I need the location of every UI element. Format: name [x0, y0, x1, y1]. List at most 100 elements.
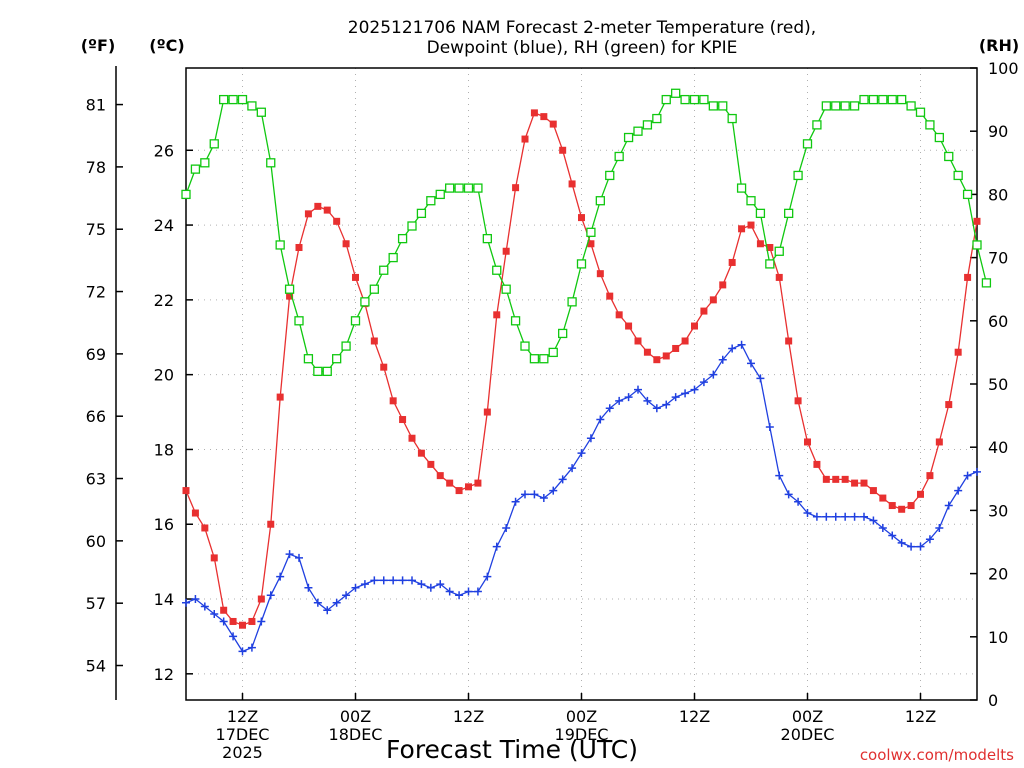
rh-point: [548, 347, 558, 358]
rh-point: [322, 366, 332, 377]
dewpoint-point: [634, 385, 642, 394]
rh-point: [228, 94, 238, 105]
dewpoint-point: [765, 423, 774, 432]
temperature-point: [672, 344, 680, 352]
rh-point: [482, 233, 492, 244]
dewpoint-point: [360, 580, 369, 589]
rh-point: [388, 252, 398, 263]
temperature-point: [239, 621, 246, 629]
fahrenheit-tick-label: 72: [86, 283, 106, 302]
temperature-point: [342, 240, 350, 248]
dewpoint-point: [681, 389, 690, 398]
temperature-point: [229, 617, 237, 625]
dewpoint-point: [483, 572, 492, 581]
temperature-point: [493, 311, 501, 319]
rh-point: [558, 328, 568, 339]
rh-point: [407, 221, 417, 231]
gridlines: [186, 68, 977, 700]
dewpoint-point: [191, 595, 200, 604]
axes: [115, 66, 978, 701]
rh-point: [859, 94, 869, 105]
series-rh: [181, 88, 992, 377]
rh-point: [708, 101, 718, 111]
temperature-point: [286, 292, 294, 300]
celsius-tick-label: 12: [154, 665, 174, 684]
temperature-point: [709, 296, 717, 304]
dewpoint-point: [831, 512, 840, 521]
dewpoint-point: [577, 449, 586, 458]
dewpoint-point: [313, 598, 322, 607]
celsius-tick-label: 20: [154, 366, 174, 385]
temperature-point: [888, 502, 896, 510]
celsius-tick-label: 18: [154, 440, 174, 459]
temperature-point: [841, 475, 849, 483]
chart-title-line2: Dewpoint (blue), RH (green) for KPIE: [427, 38, 738, 58]
rh-point: [595, 196, 605, 206]
dewpoint-point: [596, 415, 605, 424]
temperature-point: [606, 292, 614, 300]
dewpoint-point: [455, 591, 464, 600]
rh-tick-label: 0: [988, 691, 998, 710]
dewpoint-point: [445, 587, 454, 596]
credit-text: coolwx.com/modelts: [860, 746, 1014, 764]
temperature-point: [747, 221, 755, 229]
rh-point: [718, 101, 728, 111]
dewpoint-point: [794, 497, 803, 506]
dewpoint-point: [775, 471, 784, 480]
time-tick-label: 00Z: [340, 707, 371, 726]
temperature-point: [352, 273, 359, 281]
rh-point: [445, 183, 455, 193]
rh-point: [426, 196, 436, 206]
temperature-point: [436, 472, 444, 480]
rh-point: [539, 354, 549, 364]
rh-point: [944, 151, 954, 162]
fahrenheit-tick-label: 60: [86, 532, 106, 551]
temperature-point: [220, 606, 228, 614]
dewpoint-point: [276, 572, 285, 581]
temperature-point: [521, 135, 529, 143]
temperature-point: [596, 270, 604, 278]
temperature-point: [370, 337, 378, 345]
time-tick-label: 12Z: [679, 707, 710, 726]
temperature-point: [417, 449, 425, 457]
rh-point: [661, 94, 671, 105]
temperature-point: [276, 393, 284, 401]
dewpoint-point: [295, 553, 303, 562]
temperature-point: [483, 408, 491, 416]
rh-point: [275, 240, 285, 250]
rh-point: [699, 94, 709, 105]
temperature-point: [973, 217, 981, 225]
temperature-point: [380, 363, 388, 371]
rh-point: [812, 120, 822, 130]
time-tick-label: 12Z: [453, 707, 484, 726]
rh-point: [897, 94, 907, 105]
temperature-point: [935, 438, 943, 446]
temperature-point: [869, 487, 877, 495]
celsius-tick-label: 26: [154, 141, 174, 160]
rh-point: [755, 208, 766, 219]
time-tick-label: 00Z: [566, 707, 597, 726]
rh-point: [802, 139, 813, 149]
rh-point: [831, 101, 841, 111]
dewpoint-point: [662, 400, 671, 409]
dewpoint-point: [690, 385, 699, 394]
temperature-point: [832, 475, 840, 483]
temperature-point: [559, 146, 567, 154]
temperature-point: [653, 356, 661, 364]
rh-tick-label: 20: [988, 565, 1008, 584]
dewpoint-point: [379, 576, 388, 585]
dewpoint-point: [916, 542, 925, 551]
fahrenheit-tick-label: 57: [86, 594, 106, 613]
rh-point: [529, 354, 540, 364]
fahrenheit-axis: 54 57 60 63 66 69 72 75 78 81: [86, 96, 123, 676]
dewpoint-point: [841, 512, 850, 521]
temperature-point: [587, 240, 595, 248]
dewpoint-point: [728, 344, 737, 353]
dewpoint-point: [332, 598, 341, 607]
dewpoint-point: [935, 523, 944, 532]
temperature-point: [625, 322, 633, 330]
rh-point: [454, 183, 464, 193]
dewpoint-point: [944, 501, 953, 510]
dewpoint-point: [511, 497, 520, 506]
